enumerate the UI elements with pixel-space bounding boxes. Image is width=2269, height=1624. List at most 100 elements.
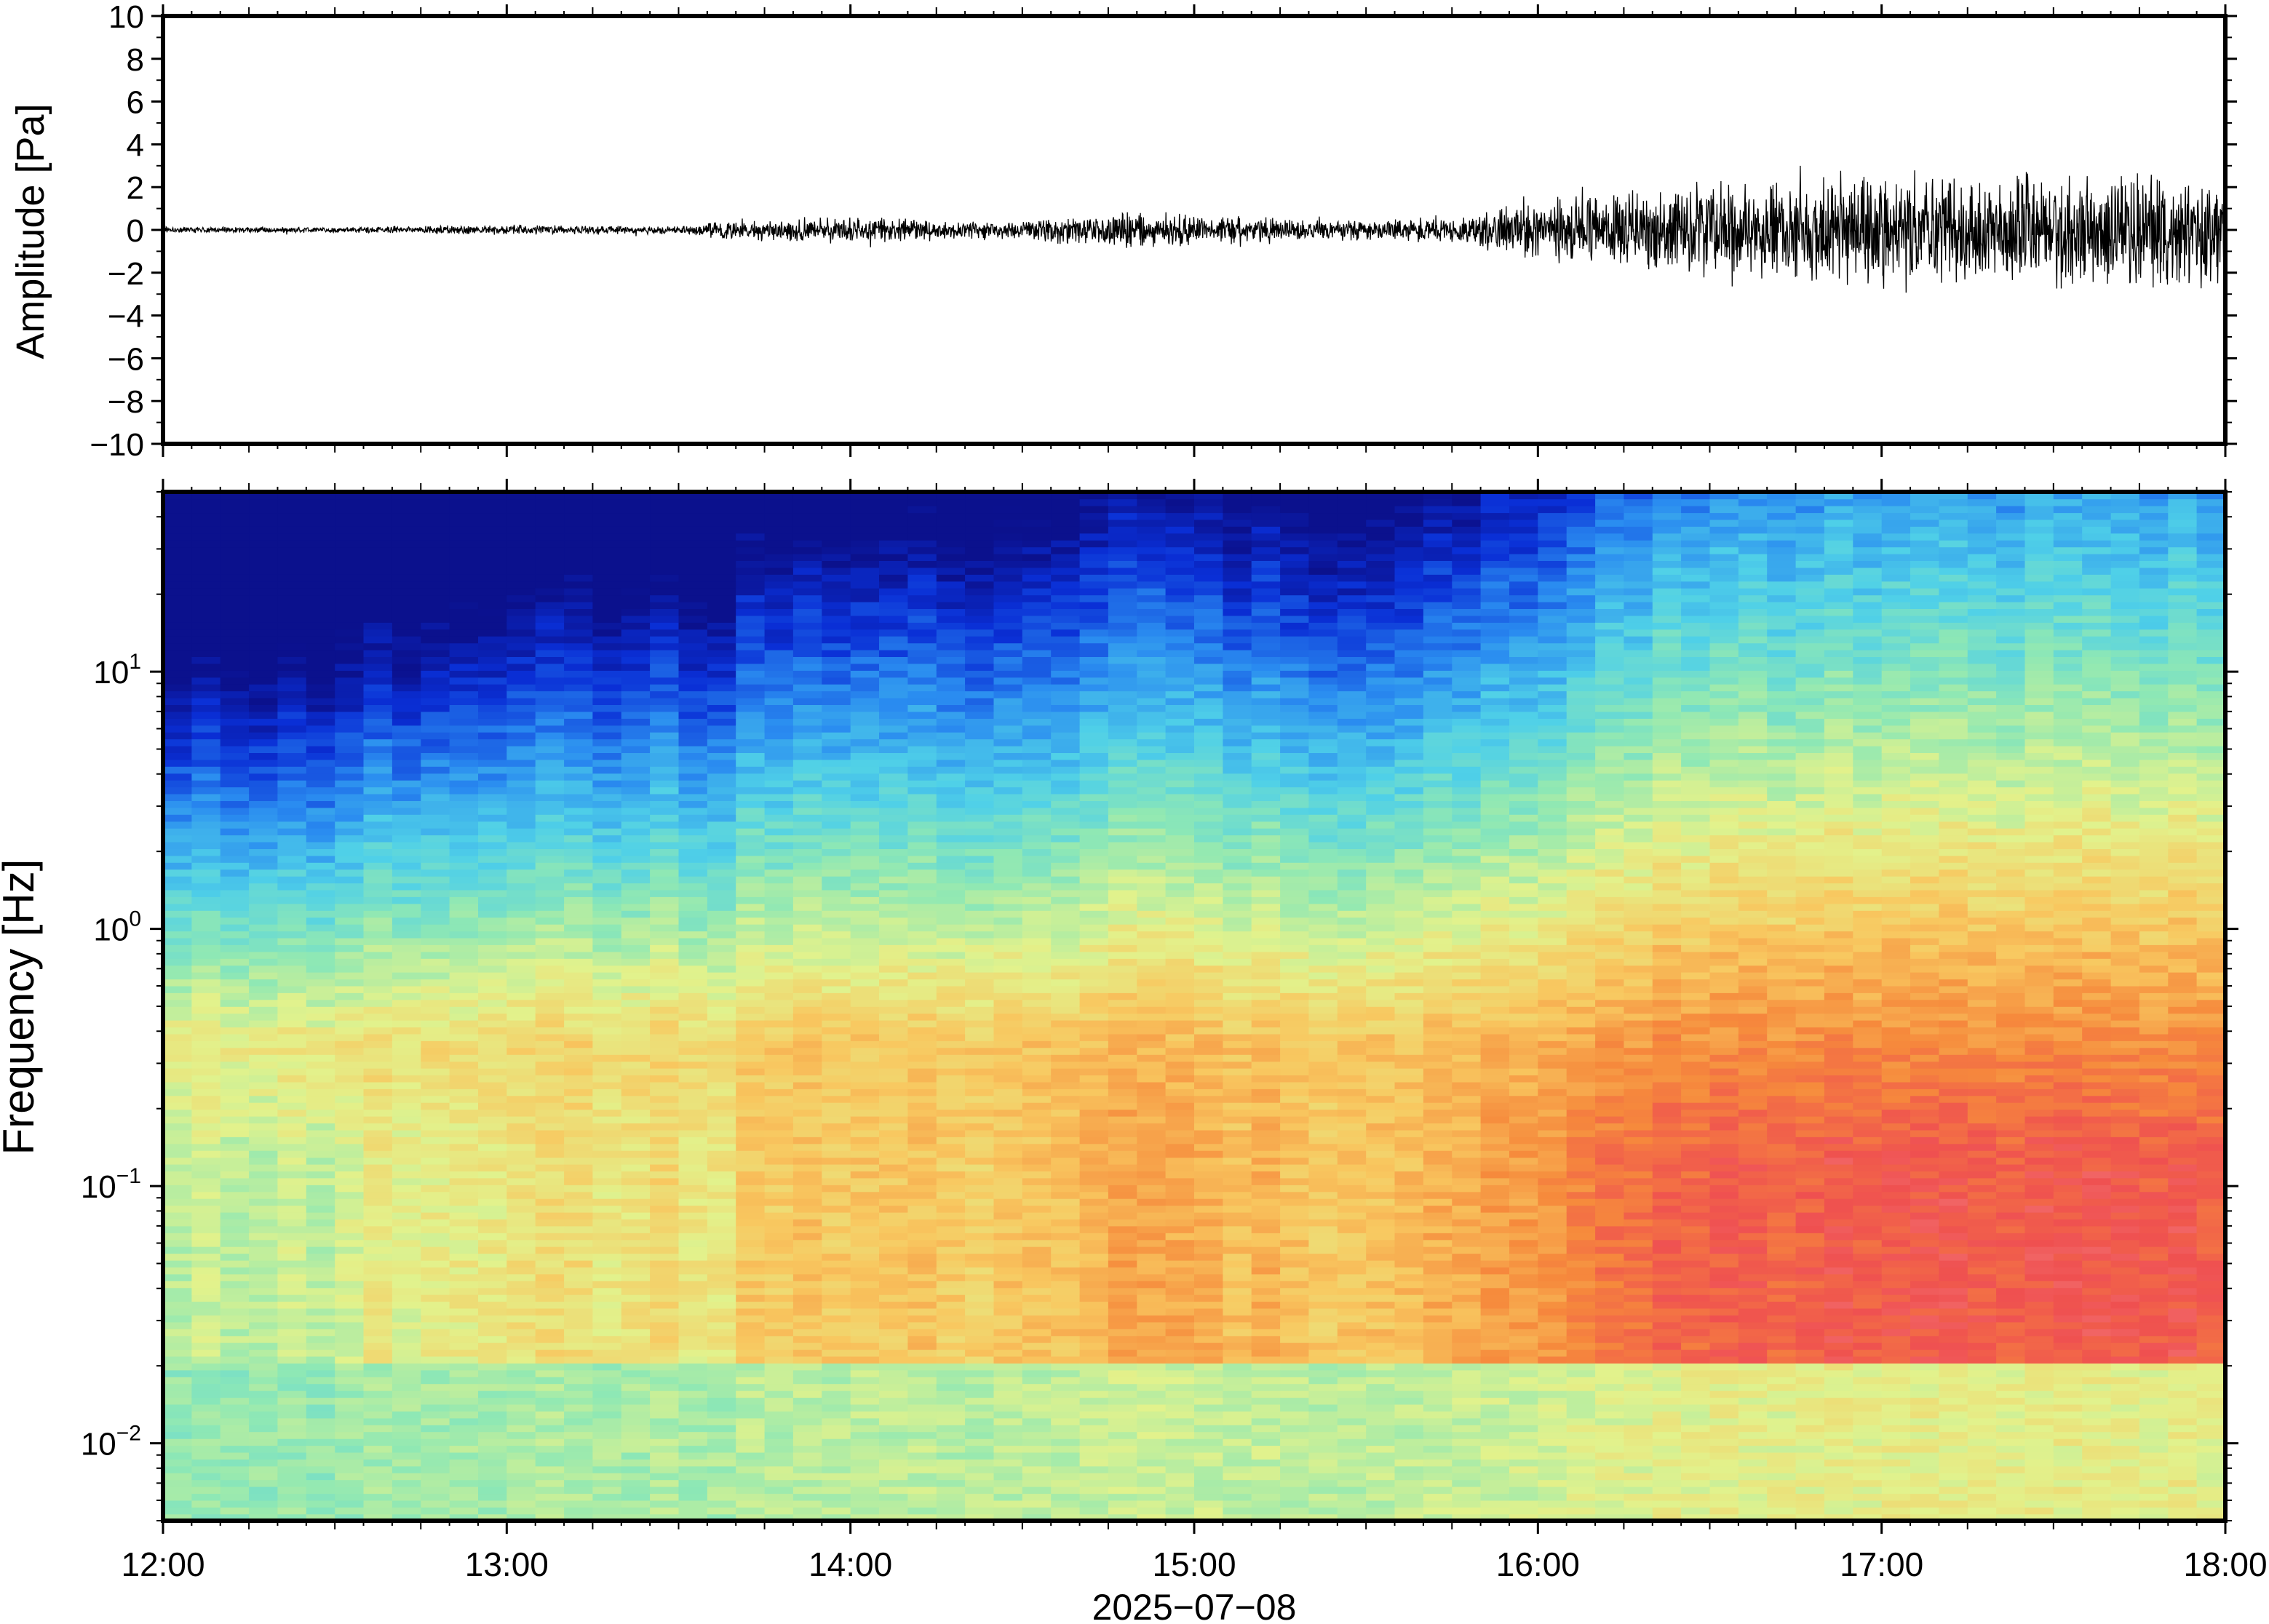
spectrogram-cell (392, 1273, 422, 1281)
spectrogram-cell (249, 883, 279, 891)
spectrogram-cell (993, 1452, 1023, 1460)
spectrogram-cell (678, 1150, 708, 1158)
spectrogram-cell (1108, 1383, 1138, 1391)
spectrogram-cell (1079, 862, 1109, 870)
spectrogram-cell (535, 1473, 565, 1481)
spectrogram-cell (764, 745, 794, 753)
spectrogram-cell (822, 821, 851, 829)
spectrogram-cell (592, 540, 622, 548)
spectrogram-cell (478, 1253, 508, 1261)
spectrogram-cell (965, 869, 995, 877)
spectrogram-cell (220, 1211, 250, 1219)
spectrogram-cell (621, 1219, 651, 1227)
spectrogram-cell (449, 1315, 479, 1323)
spectrogram-cell (1022, 1075, 1052, 1083)
spectrogram-cell (191, 1390, 221, 1398)
spectrogram-cell (363, 1267, 393, 1275)
spectrogram-cell (335, 718, 365, 726)
spectrogram-cell (564, 704, 594, 712)
spectrogram-cell (621, 827, 651, 836)
spectrogram-cell (421, 697, 450, 705)
spectrogram-cell (879, 971, 909, 980)
spectrogram-cell (879, 1115, 909, 1123)
spectrogram-cell (506, 1329, 536, 1337)
spectrogram-cell (1022, 1294, 1052, 1302)
spectrogram-cell (249, 1301, 279, 1309)
spectrogram-cell (1051, 505, 1081, 514)
spectrogram-cell (335, 889, 365, 897)
spectrogram-cell (792, 931, 823, 939)
spectrogram-cell (449, 869, 479, 877)
spectrogram-cell (850, 944, 880, 952)
spectrogram-cell (936, 1054, 966, 1062)
spectrogram-cell (879, 1473, 909, 1481)
spectrogram-cell (335, 1205, 365, 1213)
spectrogram-cell (277, 1459, 307, 1467)
spectrogram-cell (850, 711, 880, 719)
spectrogram-cell (249, 958, 279, 966)
spectrogram-cell (1022, 581, 1052, 589)
spectrogram-cell (449, 670, 479, 678)
spectrogram-cell (707, 629, 737, 637)
spectrogram-cell (1022, 1019, 1052, 1028)
spectrogram-cell (592, 1067, 622, 1075)
spectrogram-cell (163, 1294, 193, 1302)
spectrogram-cell (592, 1225, 622, 1233)
spectrogram-cell (1022, 1102, 1052, 1110)
spectrogram-cell (936, 1465, 966, 1473)
spectrogram-cell (1051, 1246, 1081, 1254)
spectrogram-cell (678, 690, 708, 698)
spectrogram-cell (449, 519, 479, 527)
spectrogram-cell (506, 1397, 536, 1405)
spectrogram-cell (163, 944, 193, 952)
spectrogram-cell (907, 1246, 937, 1254)
spectrogram-cell (1051, 1281, 1081, 1289)
spectrogram-cell (621, 567, 651, 575)
spectrogram-cell (1022, 492, 1052, 500)
spectrogram-cell (306, 862, 335, 870)
spectrogram-cell (736, 1157, 766, 1165)
spectrogram-cell (650, 739, 680, 747)
spectrogram-cell (792, 1198, 823, 1206)
spectrogram-cell (335, 773, 365, 781)
spectrogram-cell (392, 1287, 422, 1295)
spectrogram-cell (363, 512, 393, 520)
spectrogram-cell (506, 910, 536, 918)
spectrogram-cell (879, 951, 909, 959)
spectrogram-cell (936, 1397, 966, 1405)
spectrogram-cell (822, 683, 851, 692)
spectrogram-cell (421, 1143, 450, 1151)
spectrogram-cell (822, 553, 851, 561)
spectrogram-cell (936, 1356, 966, 1364)
spectrogram-cell (363, 546, 393, 554)
spectrogram-cell (736, 862, 766, 870)
spectrogram-cell (1051, 937, 1081, 945)
spectrogram-cell (936, 807, 966, 815)
spectrogram-cell (650, 1281, 680, 1289)
spectrogram-cell (822, 1047, 851, 1055)
spectrogram-cell (392, 1191, 422, 1199)
spectrogram-cell (907, 807, 937, 815)
spectrogram-cell (678, 1040, 708, 1048)
spectrogram-cell (564, 1294, 594, 1302)
spectrogram-cell (965, 1185, 995, 1193)
spectrogram-cell (965, 910, 995, 918)
spectrogram-cell (392, 1459, 422, 1467)
spectrogram-cell (421, 1383, 450, 1391)
spectrogram-cell (707, 519, 737, 527)
spectrogram-cell (306, 588, 335, 596)
spectrogram-cell (306, 1075, 335, 1083)
spectrogram-cell (650, 944, 680, 952)
spectrogram-cell (249, 999, 279, 1007)
spectrogram-cell (163, 1047, 193, 1055)
spectrogram-cell (707, 923, 737, 932)
spectrogram-cell (936, 588, 966, 596)
spectrogram-cell (363, 553, 393, 561)
spectrogram-cell (1079, 656, 1109, 664)
spectrogram-cell (678, 1397, 708, 1405)
spectrogram-cell (306, 1137, 335, 1145)
spectrogram-cell (191, 1067, 221, 1075)
spectrogram-cell (707, 1027, 737, 1035)
spectrogram-cell (249, 875, 279, 884)
spectrogram-cell (163, 903, 193, 911)
